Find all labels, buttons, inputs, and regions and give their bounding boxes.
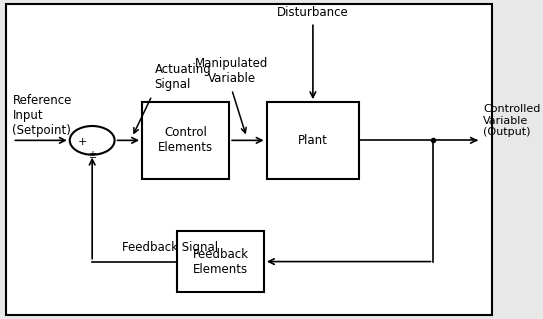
Bar [177, 231, 264, 292]
Text: +: + [78, 137, 87, 147]
Text: Plant: Plant [298, 134, 327, 147]
Text: Feedback
Elements: Feedback Elements [192, 248, 249, 276]
Circle shape [70, 126, 115, 155]
Text: Disturbance: Disturbance [277, 6, 349, 19]
Text: Reference
Input
(Setpoint): Reference Input (Setpoint) [12, 94, 72, 137]
Text: Controlled
Variable
(Output): Controlled Variable (Output) [483, 104, 541, 137]
Bar [267, 102, 359, 179]
Text: Feedback Signal: Feedback Signal [122, 241, 218, 254]
Bar [142, 102, 229, 179]
Text: ±: ± [88, 150, 96, 160]
Text: Manipulated
Variable: Manipulated Variable [195, 56, 268, 85]
Text: Actuating
Signal: Actuating Signal [154, 63, 211, 91]
Text: Control
Elements: Control Elements [158, 126, 213, 154]
